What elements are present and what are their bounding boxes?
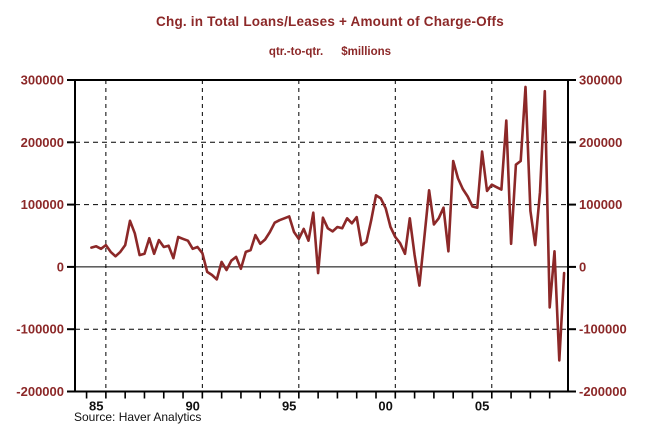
- subtitle-frequency: qtr.-to-qtr.: [268, 46, 324, 58]
- y-axis-label-right: 0: [579, 259, 586, 274]
- chart-title: Chg. in Total Loans/Leases + Amount of C…: [156, 14, 504, 29]
- y-axis-label-right: -100000: [579, 322, 627, 337]
- x-axis-label: 85: [89, 399, 103, 414]
- x-axis-label: 00: [378, 399, 392, 414]
- subtitle-units: $millions: [341, 46, 392, 58]
- y-axis-label-left: -100000: [16, 322, 64, 337]
- y-axis-label-right: 300000: [579, 73, 622, 88]
- y-axis-label-right: -200000: [579, 384, 627, 399]
- y-axis-label-left: -200000: [16, 384, 64, 399]
- y-axis-label-left: 100000: [21, 197, 64, 212]
- y-axis-label-right: 100000: [579, 197, 622, 212]
- y-axis-label-right: 200000: [579, 135, 622, 150]
- x-axis-label: 90: [185, 399, 199, 414]
- plot-frame: [74, 79, 569, 393]
- source-note: Source: Haver Analytics: [74, 410, 202, 424]
- y-axis-label-left: 0: [57, 259, 64, 274]
- y-axis-label-left: 300000: [21, 73, 64, 88]
- y-axis-label-left: 200000: [21, 135, 64, 150]
- x-axis-label: 95: [282, 399, 296, 414]
- x-axis-label: 05: [475, 399, 489, 414]
- chart-subtitle: qtr.-to-qtr. $millions: [0, 46, 660, 58]
- data-line: [90, 85, 566, 362]
